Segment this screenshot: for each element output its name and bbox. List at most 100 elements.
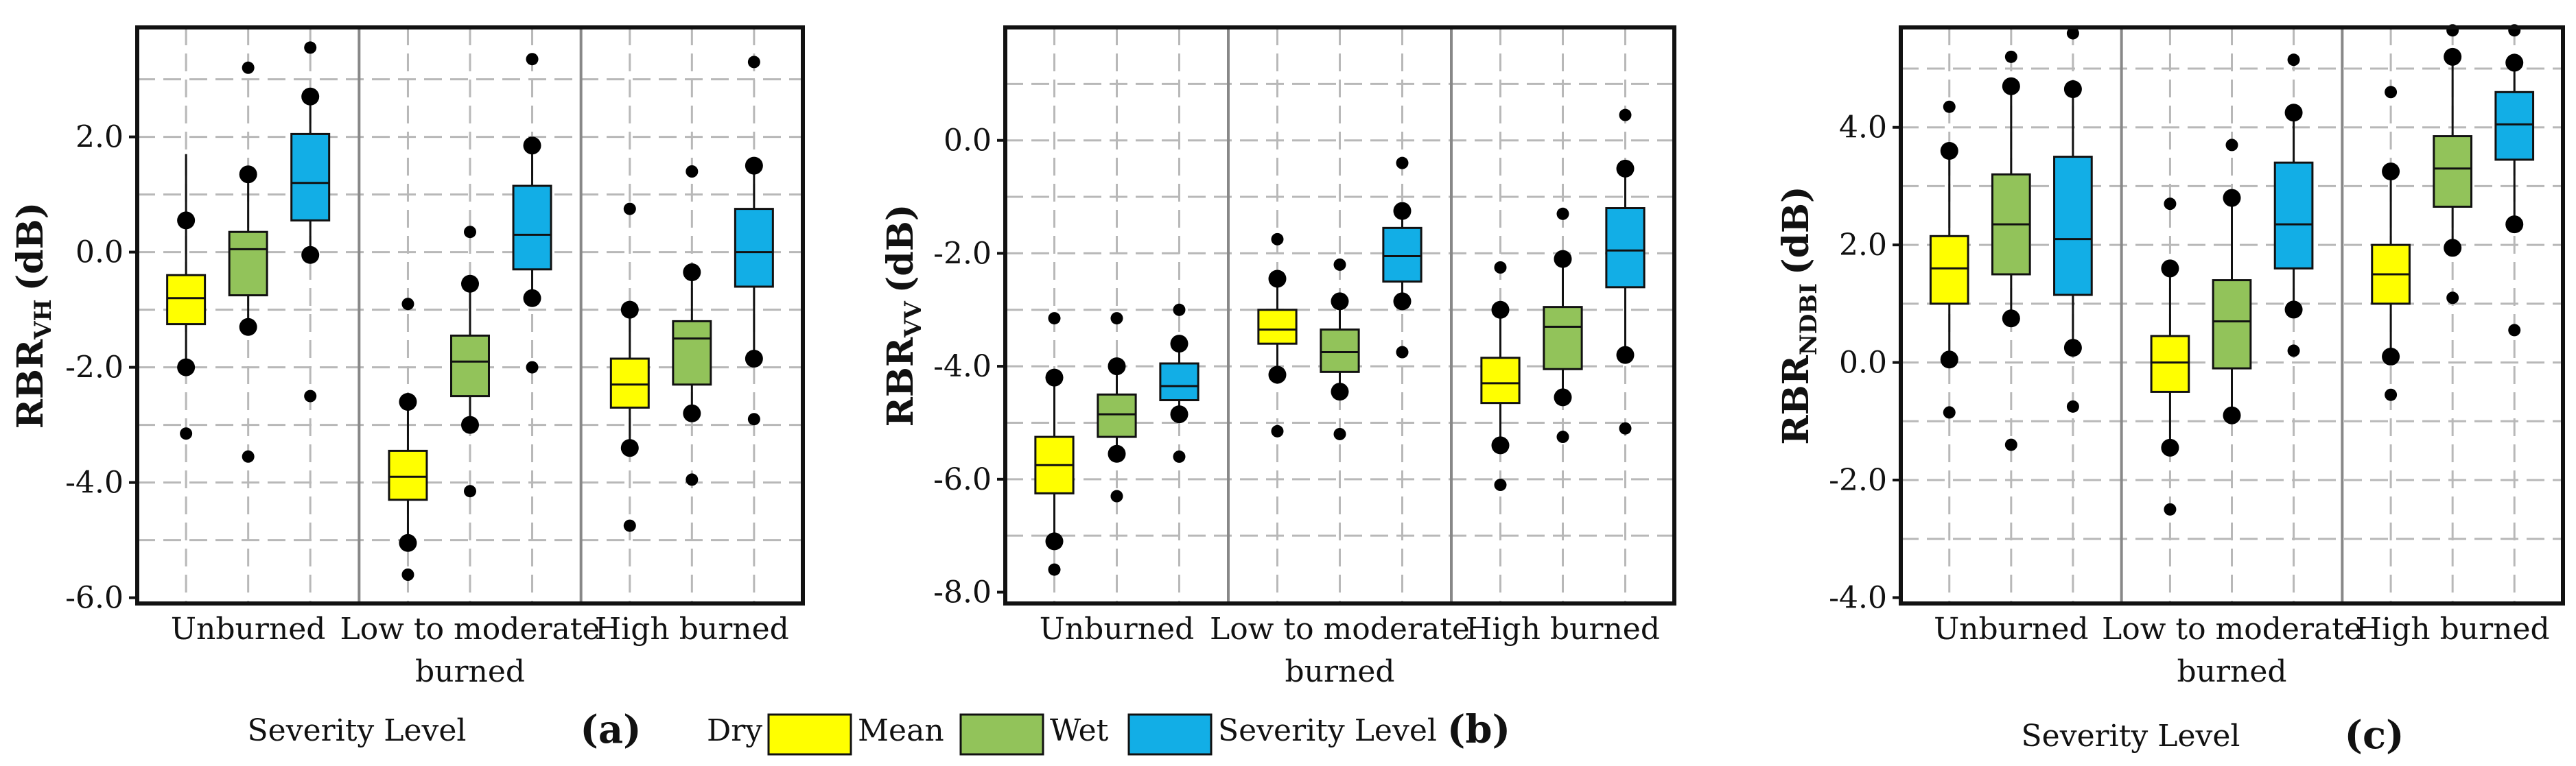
y-axis-title: RBRNDBI (dB) xyxy=(1775,186,1823,444)
box-iqr xyxy=(1320,328,1360,373)
box-severity-group-1 xyxy=(290,41,331,403)
outlier-point xyxy=(1943,406,1956,419)
box-iqr xyxy=(2053,156,2093,296)
outlier-point xyxy=(1271,232,1284,246)
whisker-end-marker xyxy=(239,318,257,336)
plot-frame xyxy=(1899,25,2565,606)
y-tick-label: -2.0 xyxy=(65,350,124,385)
plot-frame xyxy=(135,25,805,606)
whisker-end-marker xyxy=(1393,292,1412,311)
outlier-point xyxy=(242,450,255,463)
y-tick-label: -4.0 xyxy=(1829,580,1887,615)
outlier-point xyxy=(2287,344,2300,357)
whisker-end-marker xyxy=(2505,53,2524,72)
whisker-end-marker xyxy=(1045,532,1064,551)
whisker-end-marker xyxy=(523,289,541,307)
y-tick-label: 0.0 xyxy=(75,235,124,270)
legend-swatch-green xyxy=(959,713,1044,756)
legend-label-dry: Dry xyxy=(707,713,762,748)
box-iqr xyxy=(734,208,774,288)
whisker-end-marker xyxy=(2002,309,2020,328)
box-iqr xyxy=(609,357,650,409)
plot-frame xyxy=(1003,25,1676,606)
legend: Dry Mean Wet Severity Level xyxy=(707,713,1437,756)
category-label: High burned xyxy=(2356,612,2550,647)
whisker-end-marker xyxy=(2382,348,2400,366)
whisker-end-marker xyxy=(2223,406,2241,424)
box-iqr xyxy=(166,274,207,326)
box-iqr xyxy=(1480,357,1521,405)
outlier-point xyxy=(304,390,317,403)
outlier-point xyxy=(1333,427,1346,440)
outlier-point xyxy=(1943,100,1956,113)
y-tick-label: 0.0 xyxy=(1839,346,1887,381)
y-tick-label: -6.0 xyxy=(933,462,992,497)
y-axis-title-subscript: NDBI xyxy=(1795,283,1823,355)
outlier-point xyxy=(401,298,414,311)
box-severity-group-3 xyxy=(1605,108,1646,435)
whisker-end-marker xyxy=(1940,142,1958,160)
y-axis-title-subscript: VH xyxy=(30,299,57,340)
category-label: Unburned xyxy=(1934,612,2089,647)
outlier-point xyxy=(747,56,760,69)
y-tick-label: -6.0 xyxy=(65,581,124,616)
outlier-point xyxy=(1173,303,1186,316)
whisker-end-marker xyxy=(1393,202,1412,220)
box-iqr xyxy=(290,132,331,222)
category-label: High burned xyxy=(595,612,789,647)
panel-a: 2.0 0.0 -2.0 -4.0 -6.0 RBRVH (dB) Unburned Low t… xyxy=(10,25,805,689)
outlier-point xyxy=(2446,291,2459,304)
box-iqr xyxy=(512,184,552,271)
box-iqr xyxy=(450,334,490,398)
y-tick-label: -4.0 xyxy=(933,349,992,384)
box-severity-group-3 xyxy=(734,56,774,426)
category-label: Low to moderate xyxy=(1210,612,1470,647)
outlier-point xyxy=(2385,388,2398,401)
whisker-end-marker xyxy=(399,534,417,552)
category-label: High burned xyxy=(1466,612,1660,647)
y-axis-title-unit: (dB) xyxy=(1775,186,1817,275)
y-axis-title-main: RBR xyxy=(10,339,51,429)
whisker-end-marker xyxy=(1170,335,1189,353)
whisker-end-marker xyxy=(2505,215,2524,234)
outlier-point xyxy=(1619,422,1632,435)
y-tick-label: -4.0 xyxy=(65,466,124,501)
y-axis-title-main: RBR xyxy=(1775,355,1817,444)
whisker-end-marker xyxy=(2223,189,2241,207)
whisker-end-marker xyxy=(301,246,320,264)
outlier-point xyxy=(2004,438,2017,451)
box-severity-group-1 xyxy=(2053,27,2093,413)
outlier-point xyxy=(2164,198,2177,211)
whisker-end-marker xyxy=(683,404,701,422)
box-iqr xyxy=(1543,306,1583,370)
outlier-point xyxy=(1556,431,1569,444)
box-iqr xyxy=(1605,207,1646,289)
outlier-point xyxy=(180,427,193,440)
whisker-end-marker xyxy=(683,263,701,281)
box-iqr xyxy=(1257,309,1298,345)
whisker-end-marker xyxy=(620,300,639,319)
box-wet-group-1 xyxy=(228,61,268,463)
whisker-end-marker xyxy=(620,439,639,457)
outlier-point xyxy=(1048,563,1061,576)
legend-label-mean: Mean xyxy=(858,713,944,748)
box-iqr xyxy=(2212,279,2252,370)
whisker-end-marker xyxy=(2002,77,2020,95)
whisker-end-marker xyxy=(1108,357,1126,376)
whisker-end-marker xyxy=(2063,80,2082,98)
y-tick-label: -2.0 xyxy=(933,236,992,271)
outlier-point xyxy=(1333,258,1346,271)
box-wet-group-3 xyxy=(672,165,712,486)
outlier-point xyxy=(2066,27,2079,40)
panel-letter-a: (a) xyxy=(580,707,641,752)
whisker-end-marker xyxy=(461,274,479,293)
category-label: burned xyxy=(2177,654,2286,689)
panel-c: 4.0 2.0 0.0 -2.0 -4.0 RBRNDBI (dB) Unburned Low … xyxy=(1775,24,2565,689)
outlier-point xyxy=(1494,261,1507,274)
category-label: Low to moderate xyxy=(340,612,600,647)
whisker-end-marker xyxy=(2161,259,2179,278)
legend-label-severity: Severity Level xyxy=(1218,713,1437,748)
outlier-point xyxy=(1110,490,1123,503)
whisker-end-marker xyxy=(1331,383,1349,401)
outlier-point xyxy=(1110,312,1123,325)
